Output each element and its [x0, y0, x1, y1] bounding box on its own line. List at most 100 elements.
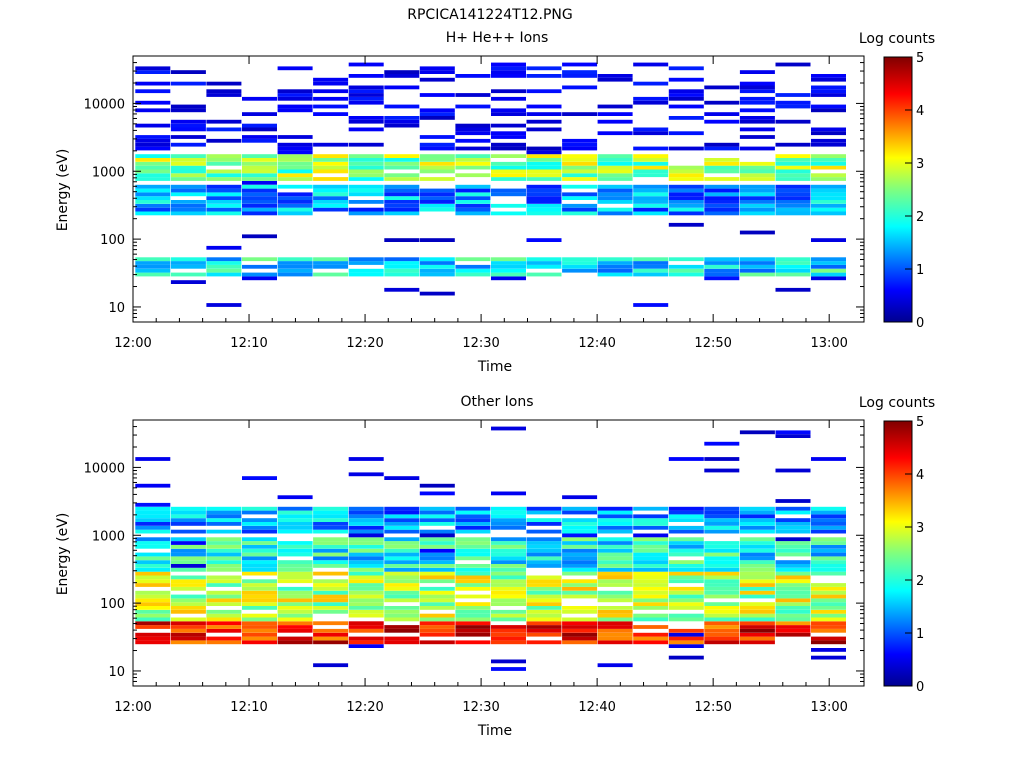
heatmap-cell [277, 150, 313, 155]
heatmap-cell [775, 184, 811, 189]
heatmap-cell [739, 272, 775, 277]
heatmap-cell [348, 544, 384, 549]
heatmap-cell [313, 541, 349, 545]
heatmap-cell [313, 184, 349, 189]
y-tick-label: 100 [100, 233, 125, 248]
heatmap-cell [562, 495, 598, 500]
heatmap-cell [811, 640, 846, 645]
heatmap-cell [811, 583, 846, 587]
heatmap-cell [668, 96, 704, 101]
heatmap-cell [419, 70, 455, 74]
heatmap-cell [562, 158, 598, 162]
heatmap-cell [562, 541, 598, 545]
heatmap-cell [455, 154, 491, 158]
heatmap-cell [739, 518, 775, 522]
x-tick-label: 13:00 [810, 700, 847, 715]
heatmap-cell [206, 594, 242, 599]
heatmap-cell [526, 518, 562, 522]
heatmap-cell [491, 594, 526, 599]
heatmap-cell [419, 602, 455, 606]
heatmap-cell [242, 184, 277, 189]
heatmap-cell [526, 613, 562, 618]
heatmap-cell [206, 537, 242, 542]
heatmap-cell [562, 564, 598, 568]
heatmap-cell [668, 544, 704, 549]
heatmap-cell [313, 192, 349, 197]
heatmap-cell [135, 146, 171, 151]
heatmap-cell [704, 556, 740, 561]
heatmap-cell [348, 613, 384, 618]
heatmap-cell [633, 62, 669, 67]
heatmap-cell [242, 598, 277, 603]
heatmap-cell [455, 640, 491, 645]
heatmap-cell [633, 146, 669, 151]
heatmap-cell [277, 609, 313, 614]
heatmap-cell [348, 93, 384, 97]
heatmap-cell [811, 211, 846, 216]
colorbar-gradient [883, 420, 913, 687]
heatmap-cell [491, 272, 526, 277]
heatmap-cell [206, 177, 242, 181]
heatmap-cell [455, 518, 491, 522]
heatmap-cell [170, 264, 206, 269]
heatmap-cell [419, 514, 455, 519]
heatmap-cell [491, 276, 526, 281]
heatmap-cell [242, 272, 277, 277]
heatmap-cell [704, 522, 740, 526]
heatmap-cell [455, 514, 491, 519]
heatmap-cell [313, 598, 349, 603]
heatmap-cell [170, 154, 206, 158]
heatmap-cell [135, 169, 171, 174]
heatmap-cell [242, 567, 277, 572]
heatmap-cell [135, 100, 171, 105]
heatmap-cell [526, 257, 562, 262]
heatmap-cell [348, 560, 384, 564]
heatmap-cell [384, 104, 420, 109]
heatmap-cell [739, 89, 775, 94]
heatmap-cell [419, 491, 455, 496]
heatmap-cell [562, 560, 598, 564]
heatmap-cell [348, 116, 384, 120]
heatmap-cell [348, 173, 384, 178]
heatmap-cell [668, 552, 704, 557]
heatmap-cell [135, 560, 171, 564]
heatmap-cell [597, 628, 633, 633]
x-tick-label: 12:10 [230, 700, 267, 715]
heatmap-cell [597, 560, 633, 564]
colorbar-tick-label: 5 [916, 415, 924, 430]
heatmap-cell [811, 506, 846, 511]
heatmap-cell [811, 548, 846, 553]
heatmap-cell [633, 552, 669, 557]
heatmap-cell [455, 583, 491, 587]
heatmap-cell [384, 564, 420, 568]
heatmap-cell [419, 575, 455, 580]
heatmap-cell [633, 556, 669, 561]
heatmap-cell [633, 257, 669, 262]
heatmap-cell [739, 127, 775, 132]
heatmap-cell [419, 586, 455, 591]
heatmap-cell [668, 104, 704, 109]
heatmap-cell [526, 594, 562, 599]
heatmap-cell [455, 207, 491, 212]
heatmap-cell [313, 579, 349, 584]
heatmap-cell [384, 598, 420, 603]
heatmap-cell [739, 552, 775, 557]
heatmap-cell [348, 552, 384, 557]
heatmap-cell [419, 272, 455, 277]
heatmap-cell [348, 537, 384, 542]
heatmap-cell [704, 261, 740, 265]
heatmap-cell [135, 257, 171, 262]
heatmap-cell [597, 567, 633, 572]
heatmap-cell [739, 548, 775, 553]
heatmap-cell [597, 544, 633, 549]
heatmap-cell [170, 200, 206, 204]
x-tick-label: 12:50 [694, 336, 731, 351]
heatmap-cell [170, 81, 206, 86]
heatmap-cell [739, 625, 775, 629]
heatmap-cell [775, 287, 811, 292]
heatmap-cell [704, 636, 740, 641]
heatmap-cell [206, 564, 242, 568]
heatmap-cell [704, 264, 740, 269]
axes: 12:00 12:10 12:20 12:30 12:40 12:50 13:00 10 100… [84, 419, 864, 715]
heatmap-cell [704, 602, 740, 606]
